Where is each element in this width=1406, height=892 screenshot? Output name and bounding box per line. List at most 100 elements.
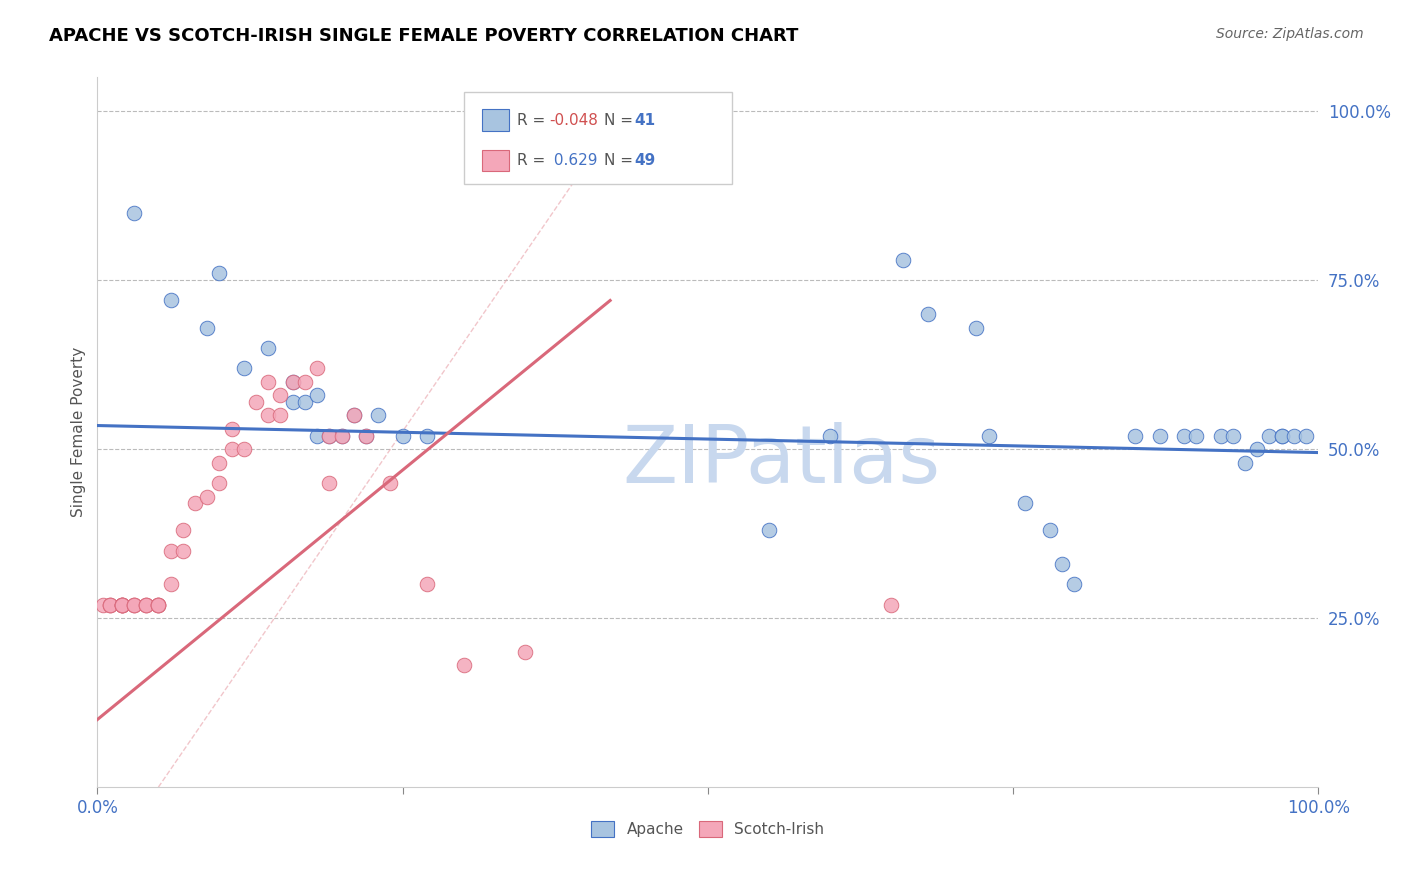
Point: [208, 475, 231, 490]
Point: [122, 598, 145, 612]
Point: [111, 598, 134, 612]
Point: [354, 428, 377, 442]
Point: [221, 442, 243, 457]
Point: [917, 307, 939, 321]
Point: [1123, 428, 1146, 442]
Point: [307, 388, 329, 402]
Point: [1149, 428, 1171, 442]
Point: [1014, 496, 1036, 510]
Point: [318, 475, 340, 490]
Point: [354, 428, 377, 442]
Point: [294, 395, 316, 409]
Point: [195, 320, 218, 334]
Point: [1185, 428, 1208, 442]
Point: [269, 409, 291, 423]
Bar: [482, 150, 509, 171]
Point: [135, 598, 157, 612]
Point: [1234, 456, 1257, 470]
Point: [965, 320, 987, 334]
Text: 41: 41: [634, 112, 655, 128]
Point: [1295, 428, 1317, 442]
Point: [1050, 557, 1073, 571]
Point: [159, 577, 181, 591]
Point: [1222, 428, 1244, 442]
Point: [1282, 428, 1305, 442]
Point: [1271, 428, 1294, 442]
Point: [257, 375, 280, 389]
Text: R =: R =: [517, 112, 551, 128]
Point: [172, 524, 194, 538]
Point: [232, 442, 254, 457]
Point: [1063, 577, 1085, 591]
Text: -0.048: -0.048: [550, 112, 598, 128]
Point: [307, 361, 329, 376]
Point: [818, 428, 841, 442]
Point: [513, 645, 536, 659]
Point: [122, 598, 145, 612]
Point: [307, 428, 329, 442]
Point: [1173, 428, 1195, 442]
Point: [318, 428, 340, 442]
Point: [1039, 524, 1062, 538]
Legend: Apache, Scotch-Irish: Apache, Scotch-Irish: [585, 815, 831, 843]
Point: [111, 598, 134, 612]
Text: 0.629: 0.629: [550, 153, 598, 168]
Point: [416, 428, 439, 442]
Point: [318, 428, 340, 442]
Point: [184, 496, 207, 510]
Text: N =: N =: [605, 153, 638, 168]
Text: APACHE VS SCOTCH-IRISH SINGLE FEMALE POVERTY CORRELATION CHART: APACHE VS SCOTCH-IRISH SINGLE FEMALE POV…: [49, 27, 799, 45]
Text: 49: 49: [634, 153, 655, 168]
Point: [281, 395, 304, 409]
Point: [232, 361, 254, 376]
Text: Source: ZipAtlas.com: Source: ZipAtlas.com: [1216, 27, 1364, 41]
Point: [453, 658, 475, 673]
Point: [111, 598, 134, 612]
Point: [416, 577, 439, 591]
Point: [98, 598, 121, 612]
Point: [1258, 428, 1281, 442]
Point: [98, 598, 121, 612]
Point: [111, 598, 134, 612]
Point: [891, 252, 914, 267]
Point: [257, 341, 280, 355]
Point: [281, 375, 304, 389]
Point: [330, 428, 353, 442]
Point: [380, 475, 402, 490]
Point: [111, 598, 134, 612]
Y-axis label: Single Female Poverty: Single Female Poverty: [72, 347, 86, 517]
Point: [257, 409, 280, 423]
Point: [148, 598, 170, 612]
Point: [148, 598, 170, 612]
Point: [1209, 428, 1232, 442]
Text: ZIPatlas: ZIPatlas: [621, 422, 941, 500]
Point: [93, 598, 115, 612]
Point: [1271, 428, 1294, 442]
Point: [208, 267, 231, 281]
Text: R =: R =: [517, 153, 551, 168]
Point: [159, 543, 181, 558]
Point: [343, 409, 366, 423]
Point: [195, 490, 218, 504]
Point: [343, 409, 366, 423]
Point: [135, 598, 157, 612]
Point: [208, 456, 231, 470]
Point: [111, 598, 134, 612]
Point: [294, 375, 316, 389]
Point: [159, 293, 181, 308]
Point: [221, 422, 243, 436]
Point: [122, 205, 145, 219]
Point: [269, 388, 291, 402]
Point: [148, 598, 170, 612]
Point: [977, 428, 1000, 442]
Point: [122, 598, 145, 612]
Point: [245, 395, 267, 409]
Point: [98, 598, 121, 612]
Point: [1246, 442, 1268, 457]
Point: [172, 543, 194, 558]
Text: N =: N =: [605, 112, 638, 128]
Point: [391, 428, 413, 442]
FancyBboxPatch shape: [464, 92, 733, 184]
Point: [330, 428, 353, 442]
Point: [367, 409, 389, 423]
